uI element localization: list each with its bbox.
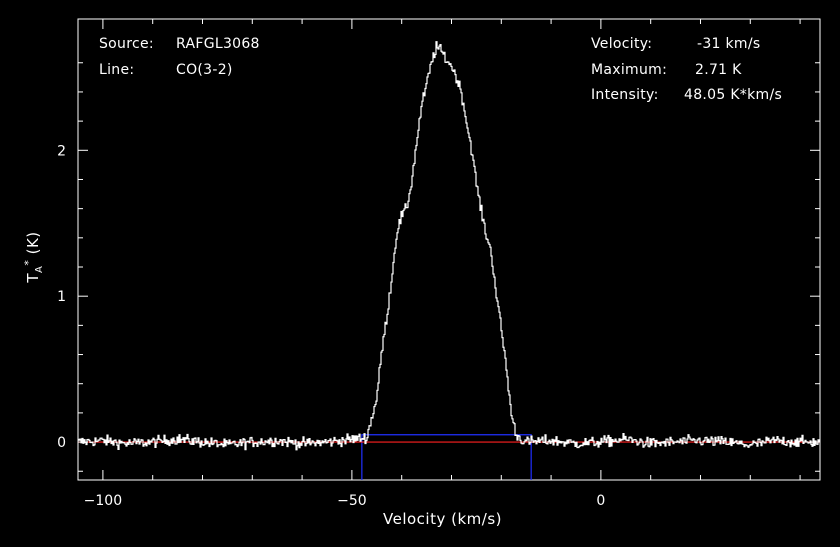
line-value: CO(3-2) — [176, 62, 233, 78]
plot-frame — [77, 18, 821, 481]
axes-box — [77, 18, 821, 481]
source-value: RAFGL3068 — [176, 36, 260, 52]
maximum-value: 2.71 K — [695, 62, 742, 78]
x-tick-label: 0 — [596, 493, 605, 509]
axis-ticks: −100 −50 0 0 1 2 — [57, 19, 820, 509]
y-tick-label: 2 — [57, 143, 66, 159]
x-tick-label: −100 — [84, 493, 122, 509]
spectrum-series — [78, 41, 820, 451]
intensity-value: 48.05 K*km/s — [684, 87, 783, 103]
y-tick-label: 0 — [57, 435, 66, 451]
integration-window — [361, 434, 532, 480]
source-label: Source: — [99, 36, 154, 52]
velocity-value: -31 km/s — [697, 36, 761, 52]
maximum-label: Maximum: — [591, 62, 668, 78]
y-axis-label: TA* (K) — [22, 231, 45, 283]
window-outline — [361, 434, 532, 480]
x-axis-label: Velocity (km/s) — [383, 510, 502, 528]
intensity-label: Intensity: — [591, 87, 659, 103]
y-tick-label: 1 — [57, 289, 66, 305]
x-tick-label: −50 — [337, 493, 367, 509]
line-label: Line: — [99, 62, 135, 78]
spectrum-line — [78, 41, 820, 451]
velocity-label: Velocity: — [591, 36, 653, 52]
